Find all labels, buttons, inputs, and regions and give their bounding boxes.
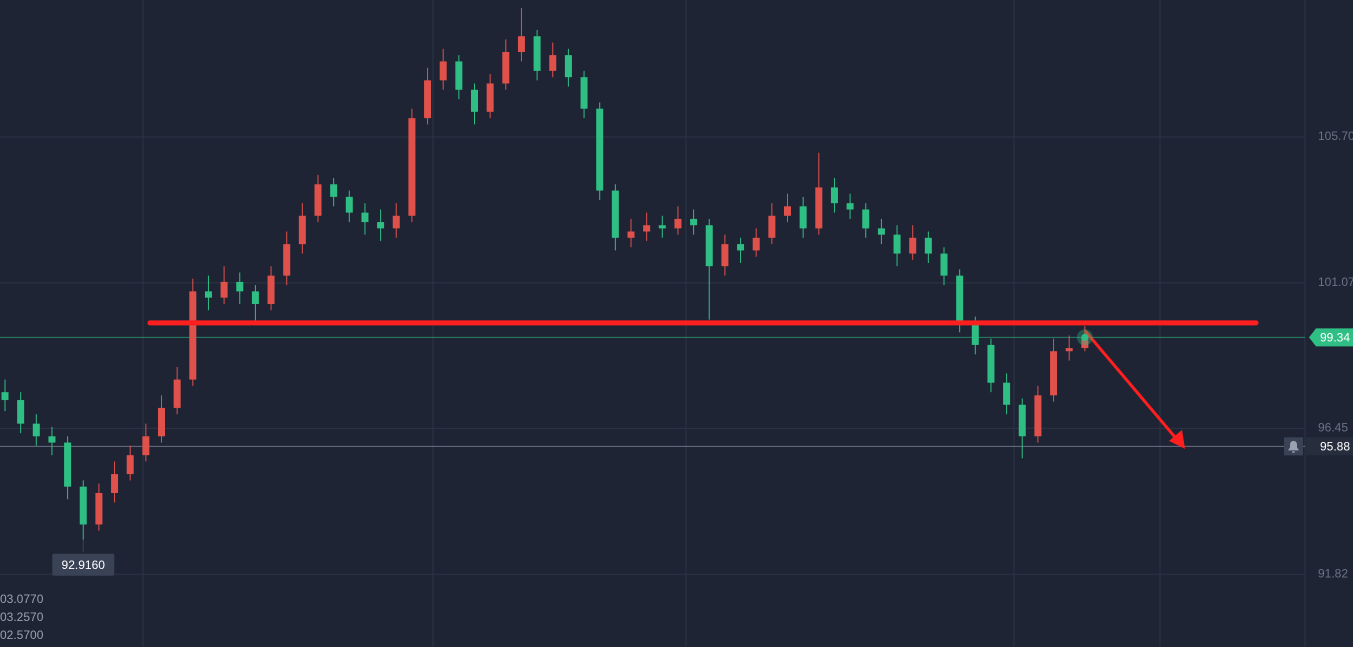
candle-body	[549, 55, 557, 71]
info-line: 03.0770	[0, 592, 44, 606]
candle-body	[611, 190, 619, 238]
candle-body	[768, 215, 776, 238]
candle-body	[1081, 337, 1089, 349]
candle-body	[79, 486, 87, 525]
candle-body	[643, 225, 651, 232]
candle-body	[377, 222, 385, 229]
candle-body	[298, 215, 306, 245]
candle-body	[64, 442, 72, 487]
candle-body	[111, 474, 119, 493]
candle-body	[1003, 382, 1011, 405]
candle-body	[1050, 351, 1058, 396]
candle-body	[330, 184, 338, 197]
candle-body	[251, 291, 259, 304]
candle-body	[877, 228, 885, 235]
candle-body	[940, 253, 948, 276]
candle-body	[392, 215, 400, 229]
candle-body	[220, 281, 228, 298]
candle-body	[737, 244, 745, 251]
arrow-shaft	[1083, 329, 1181, 443]
info-line: 02.5700	[0, 628, 44, 642]
low-marker-box	[52, 553, 115, 576]
candle-body	[361, 212, 369, 223]
candle-body	[314, 184, 322, 216]
alert-tag	[1305, 437, 1353, 456]
candle-body	[502, 51, 510, 84]
candle-body	[126, 455, 134, 475]
y-tick-label: 105.70	[1318, 129, 1353, 143]
candle-body	[17, 400, 25, 424]
candle-body	[846, 203, 854, 210]
candle-body	[674, 218, 682, 229]
candle-body	[533, 36, 541, 71]
alert-tag-label: 95.88	[1320, 440, 1350, 454]
candle-body	[1034, 395, 1042, 437]
candle-body	[486, 83, 494, 112]
candle-body	[1018, 404, 1026, 437]
candle-body	[439, 61, 447, 81]
candle-body	[408, 118, 416, 216]
candle-body	[705, 225, 713, 267]
candle-body	[517, 36, 525, 52]
candle-body	[658, 225, 666, 229]
price-dot	[1081, 333, 1089, 341]
price-tag-label: 99.34	[1320, 331, 1350, 345]
candle-body	[784, 206, 791, 216]
candle-body	[424, 80, 432, 119]
candle-body	[32, 423, 40, 437]
alert-bell	[1288, 440, 1299, 453]
info-line: 03.2570	[0, 610, 44, 624]
candle-body	[815, 187, 823, 229]
candle-body	[799, 206, 807, 229]
candle-body	[267, 275, 275, 304]
candle-body	[173, 379, 181, 408]
candle-body	[345, 196, 353, 213]
y-tick-label: 91.82	[1318, 566, 1348, 580]
candle-body	[627, 231, 635, 238]
candle-body	[455, 61, 463, 90]
candle-body	[924, 237, 932, 254]
y-tick-label: 101.07	[1318, 275, 1353, 289]
candle-body	[1065, 348, 1073, 352]
candle-body	[283, 244, 291, 276]
candle-body	[721, 244, 729, 267]
candle-body	[95, 492, 103, 525]
y-tick-label: 96.45	[1318, 421, 1348, 435]
candle-body	[893, 234, 901, 254]
candle-body	[752, 237, 760, 251]
candle-body	[596, 108, 604, 191]
candle-body	[580, 77, 588, 109]
candle-body	[1, 392, 9, 401]
candle-body	[987, 344, 995, 383]
candle-body	[204, 291, 212, 298]
low-marker-label: 92.9160	[62, 558, 106, 572]
candle-body	[830, 187, 838, 204]
candle-body	[971, 322, 979, 345]
arrow-head	[1169, 429, 1185, 449]
candle-body	[236, 281, 244, 292]
candle-body	[158, 407, 165, 437]
candle-body	[142, 436, 150, 456]
candle-body	[956, 275, 964, 323]
candle-body	[471, 89, 478, 112]
price-tag	[1309, 328, 1353, 347]
candle-body	[189, 291, 197, 380]
candle-body	[564, 55, 572, 78]
candle-body	[862, 209, 870, 229]
candle-body	[690, 218, 698, 226]
candle-body	[48, 436, 56, 443]
candle-body	[909, 237, 917, 254]
